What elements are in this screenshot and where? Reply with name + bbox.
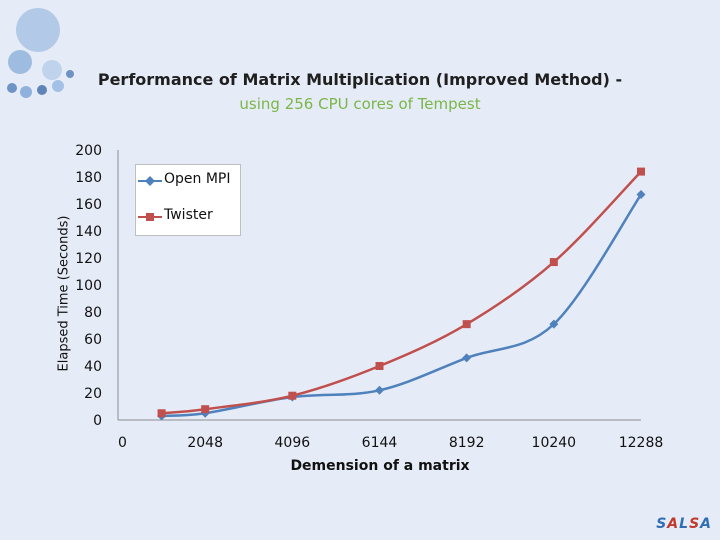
y-tick-label: 60: [84, 332, 102, 348]
y-tick-label: 20: [84, 386, 102, 402]
x-tick-label: 4096: [275, 435, 311, 451]
y-tick-label: 40: [84, 359, 102, 375]
x-tick-label: 2048: [187, 435, 223, 451]
data-point-twister: [375, 362, 384, 370]
x-tick-label: 10240: [532, 435, 577, 451]
legend-label-twister: Twister: [164, 207, 213, 223]
globe-logo-icon: [7, 8, 74, 98]
x-axis-label: Demension of a matrix: [290, 458, 470, 474]
series-line-twister: [161, 170, 642, 415]
legend-label-open-mpi: Open MPI: [164, 171, 231, 187]
data-point-open-mpi: [549, 319, 559, 329]
y-tick-label: 80: [84, 305, 102, 321]
legend-item-open-mpi: Open MPI: [138, 171, 238, 191]
chart-legend: Open MPI Twister: [135, 164, 241, 236]
y-tick-label: 200: [75, 143, 102, 159]
data-point-twister: [637, 167, 645, 176]
data-point-twister: [288, 391, 297, 400]
y-tick-label: 100: [75, 278, 102, 294]
chart-title: Performance of Matrix Multiplication (Im…: [97, 70, 623, 89]
data-point-twister: [549, 258, 558, 267]
x-tick-label: 8192: [449, 435, 485, 451]
y-tick-label: 120: [75, 251, 102, 267]
salsa-letter: S: [656, 516, 668, 532]
salsa-logo: SALSA: [656, 516, 712, 532]
data-point-twister: [201, 405, 210, 414]
y-axis-label: Elapsed Time (Seconds): [56, 215, 72, 372]
data-point-open-mpi: [375, 385, 384, 395]
salsa-letter: S: [689, 516, 701, 532]
y-tick-label: 180: [75, 170, 102, 186]
x-tick-label: 0: [118, 435, 127, 451]
y-tick-label: 140: [75, 224, 102, 240]
series-line-open-mpi: [161, 193, 643, 418]
legend-item-twister: Twister: [138, 207, 238, 227]
data-point-open-mpi: [462, 353, 472, 363]
data-point-twister: [157, 409, 166, 418]
data-point-open-mpi: [636, 190, 646, 200]
legend-marker-open-mpi: [138, 176, 162, 186]
salsa-letter: A: [667, 516, 680, 532]
salsa-letter: A: [700, 516, 712, 532]
x-tick-label: 6144: [362, 435, 398, 451]
y-tick-label: 160: [75, 197, 102, 213]
y-tick-label: 0: [93, 413, 102, 429]
data-point-twister: [462, 320, 471, 329]
chart-subtitle: using 256 CPU cores of Tempest: [239, 95, 481, 113]
salsa-letter: L: [679, 516, 690, 532]
x-tick-label: 12288: [619, 435, 664, 451]
legend-marker-twister: [138, 213, 162, 221]
